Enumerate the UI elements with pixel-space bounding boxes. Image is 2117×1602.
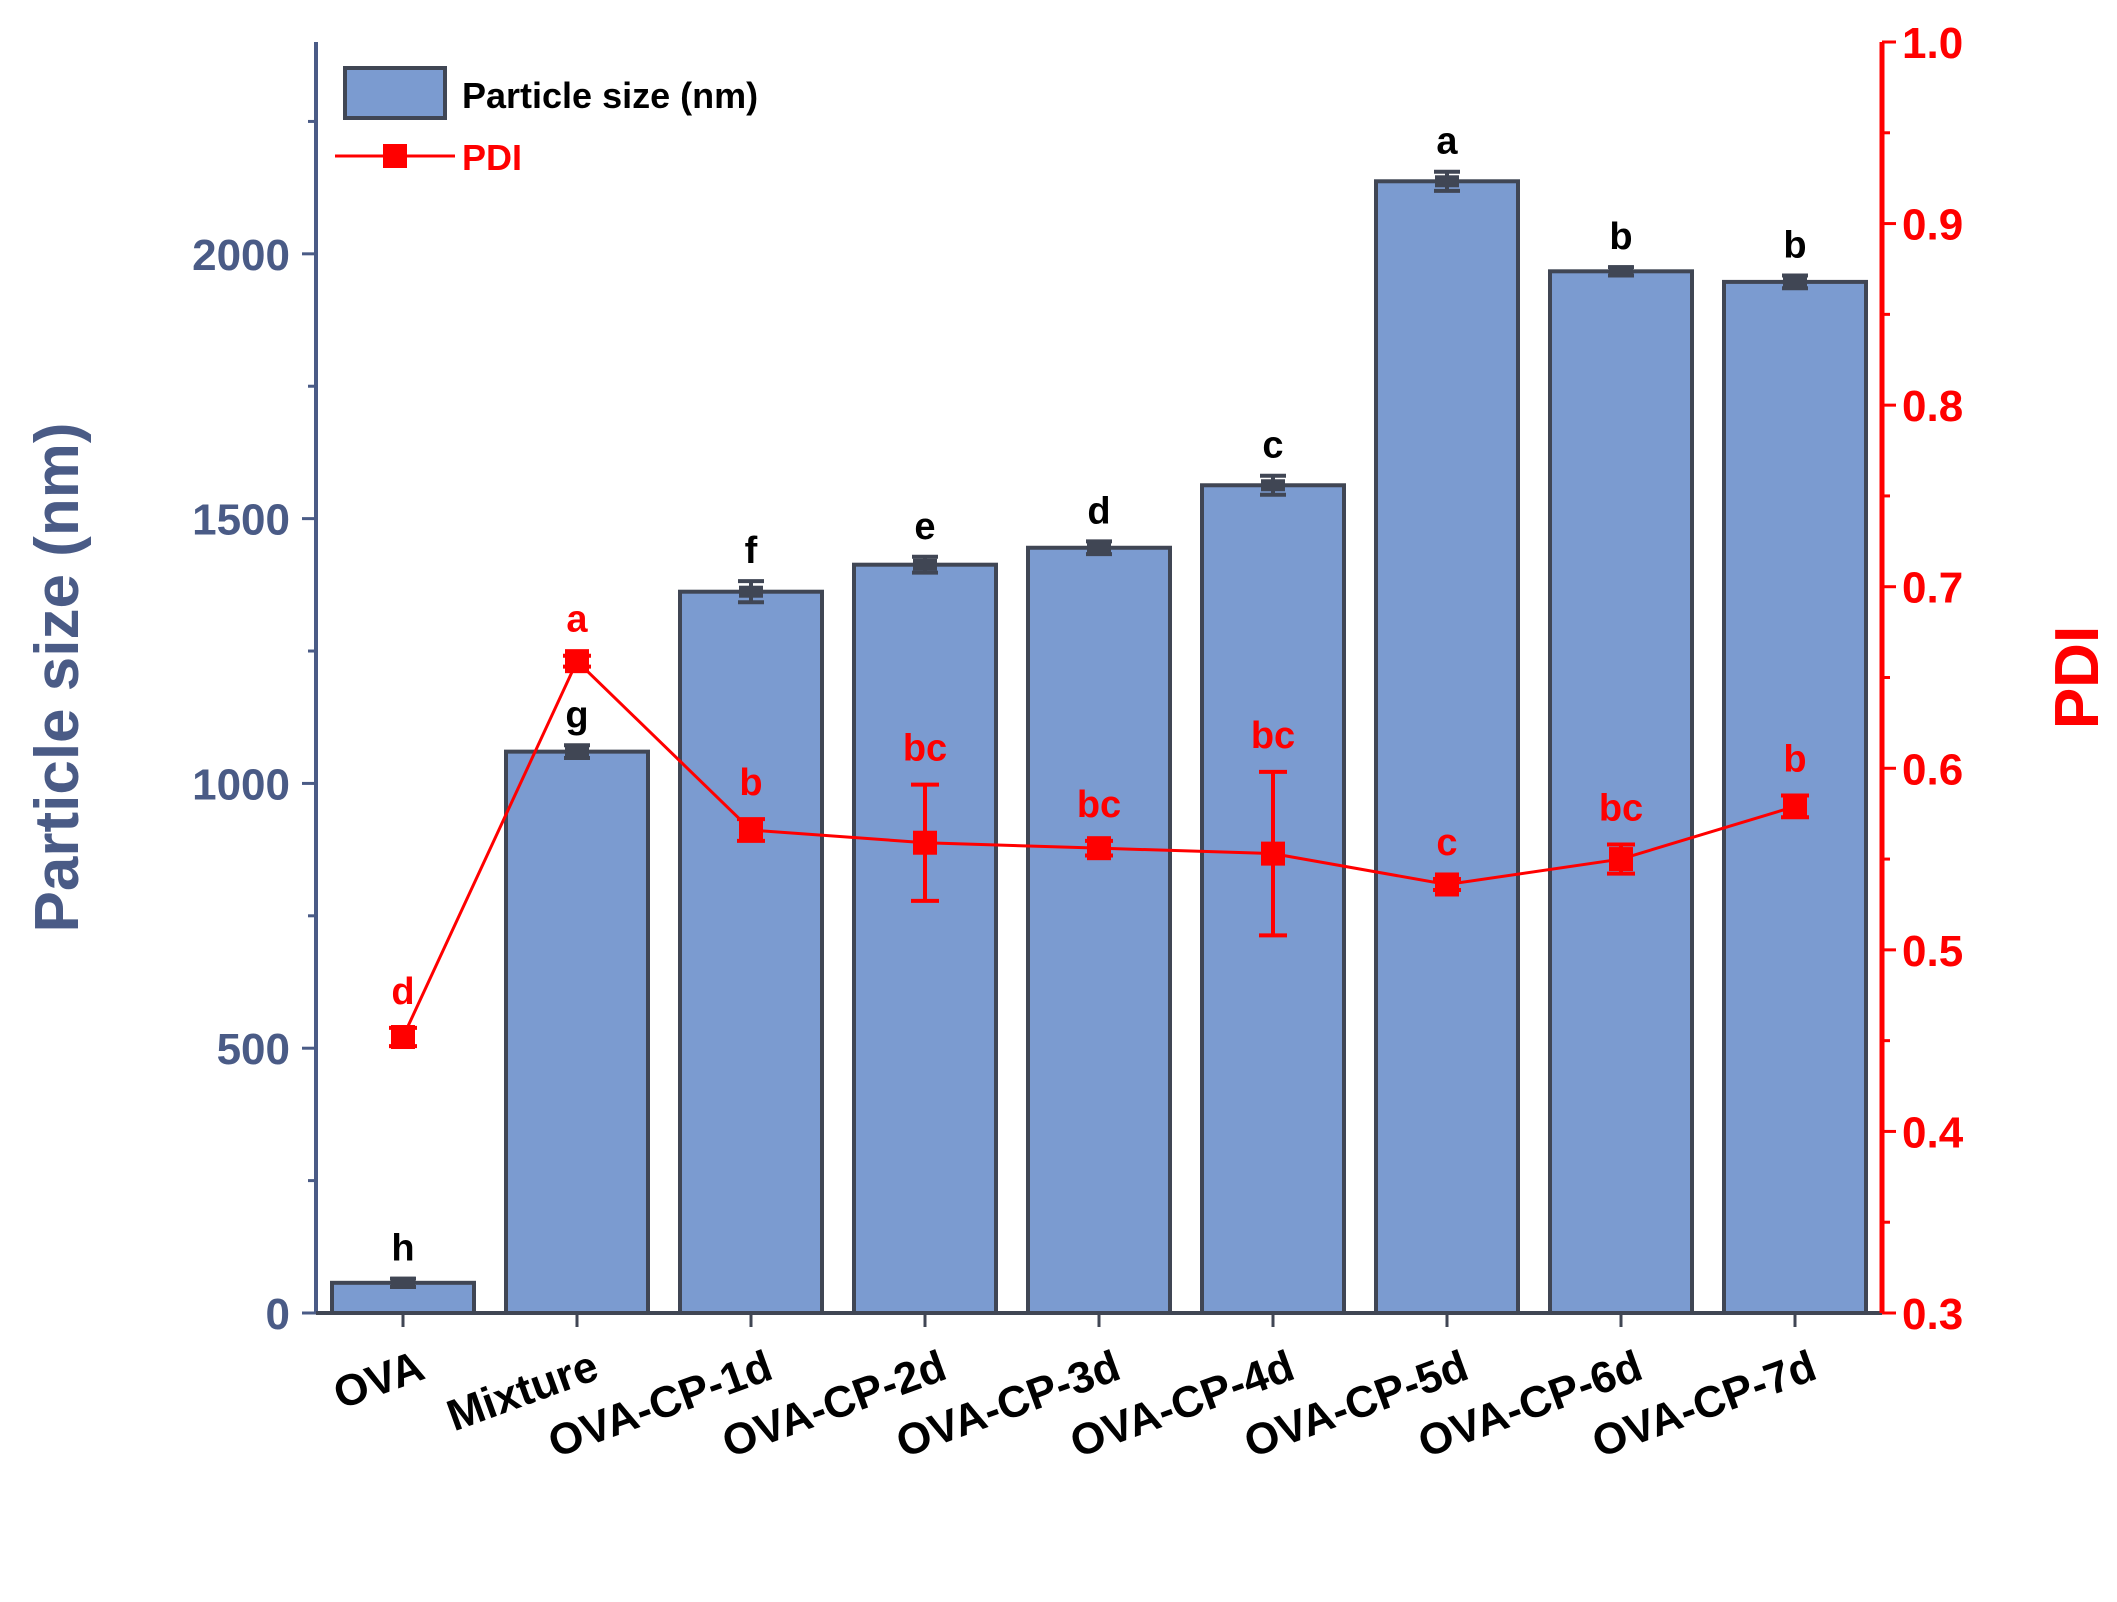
bar-errorbar: [390, 1276, 416, 1290]
pdi-significance-label: b: [1783, 739, 1806, 781]
pdi-significance-label: a: [566, 599, 588, 641]
pdi-point: [1781, 793, 1809, 820]
y2-axis-title: PDI: [2043, 626, 2112, 729]
bar-errorbar: [1086, 539, 1112, 557]
right-tick-label: 0.4: [1902, 1108, 1964, 1157]
y-axis-title: Particle size (nm): [23, 423, 92, 933]
legend-bar-label: Particle size (nm): [462, 75, 758, 116]
pdi-point: [737, 817, 765, 843]
pdi-marker: [1609, 847, 1633, 872]
bar-ova-cp-5d: [1374, 179, 1520, 1316]
bar-errorbar: [564, 743, 590, 760]
bar-marker: [1261, 479, 1285, 492]
pdi-significance-label: bc: [1599, 788, 1643, 830]
pdi-significance-label: c: [1436, 822, 1457, 864]
bar-significance-label: h: [391, 1228, 414, 1270]
pdi-significance-label: bc: [1077, 784, 1121, 826]
left-tick-label: 500: [217, 1025, 290, 1074]
pdi-marker: [565, 649, 589, 674]
pdi-marker: [1087, 836, 1111, 861]
plot-area: h g f e d c a b b d a b bc bc bc c bc b: [330, 121, 1868, 1316]
pdi-point: [563, 649, 591, 674]
legend-line-marker: [383, 144, 407, 168]
pdi-point: [389, 1025, 417, 1050]
bar-significance-label: a: [1436, 121, 1458, 163]
pdi-marker: [1261, 841, 1285, 866]
bar-marker: [1087, 541, 1111, 554]
pdi-marker: [913, 830, 937, 855]
pdi-marker: [739, 818, 763, 843]
left-tick-label: 1000: [192, 760, 290, 809]
bar-significance-label: e: [914, 506, 935, 548]
bar-errorbar: [738, 579, 764, 605]
bar-significance-label: g: [565, 694, 588, 736]
bar-ova-cp-1d: [678, 589, 824, 1315]
legend: Particle size (nm) PDI: [335, 66, 758, 178]
pdi-point: [911, 782, 939, 903]
bar-significance-label: b: [1609, 216, 1632, 258]
legend-bar-swatch: [343, 66, 447, 120]
pdi-point: [1259, 769, 1287, 938]
bar-significance-label: c: [1262, 425, 1283, 467]
left-tick-label: 2000: [192, 231, 290, 280]
right-tick-label: 0.9: [1902, 201, 1963, 250]
bar-ova-cp-2d: [852, 562, 998, 1315]
pdi-point: [1085, 836, 1113, 861]
bar-errorbar: [1434, 169, 1460, 193]
bar-marker: [1783, 275, 1807, 288]
bar-ova-cp-3d: [1026, 545, 1172, 1315]
right-tick-label: 0.6: [1902, 745, 1963, 794]
pdi-point: [1607, 842, 1635, 876]
right-tick-label: 0.8: [1902, 382, 1963, 431]
right-tick-label: 0.7: [1902, 564, 1963, 613]
bar-errorbar: [1608, 265, 1634, 278]
x-tick-label: OVA: [327, 1341, 430, 1419]
pdi-marker: [391, 1025, 415, 1050]
pdi-marker: [1783, 794, 1807, 819]
right-tick-label: 1.0: [1902, 19, 1963, 68]
bar-mixture: [504, 749, 650, 1315]
left-tick-label: 0: [266, 1290, 290, 1339]
bar-marker: [565, 745, 589, 758]
bar-significance-label: d: [1087, 490, 1110, 532]
bar-errorbar: [912, 554, 938, 575]
left-tick-label: 1500: [192, 496, 290, 545]
bar-marker: [391, 1276, 415, 1289]
bar-marker: [1435, 175, 1459, 188]
pdi-marker: [1435, 872, 1459, 897]
bar-significance-label: b: [1783, 225, 1806, 267]
right-tick-label: 0.5: [1902, 927, 1963, 976]
bar-significance-label: f: [745, 530, 758, 572]
pdi-significance-label: bc: [1251, 715, 1295, 757]
pdi-point: [1433, 872, 1461, 897]
bar-errorbar: [1782, 273, 1808, 291]
bar-marker: [913, 558, 937, 571]
legend-line-label: PDI: [462, 137, 522, 178]
pdi-significance-label: bc: [903, 728, 947, 770]
bar-marker: [739, 585, 763, 598]
pdi-significance-label: b: [739, 762, 762, 804]
right-tick-label: 0.3: [1902, 1290, 1963, 1339]
bar-marker: [1609, 265, 1633, 278]
pdi-significance-label: d: [391, 971, 414, 1013]
bar-errorbar: [1260, 473, 1286, 497]
